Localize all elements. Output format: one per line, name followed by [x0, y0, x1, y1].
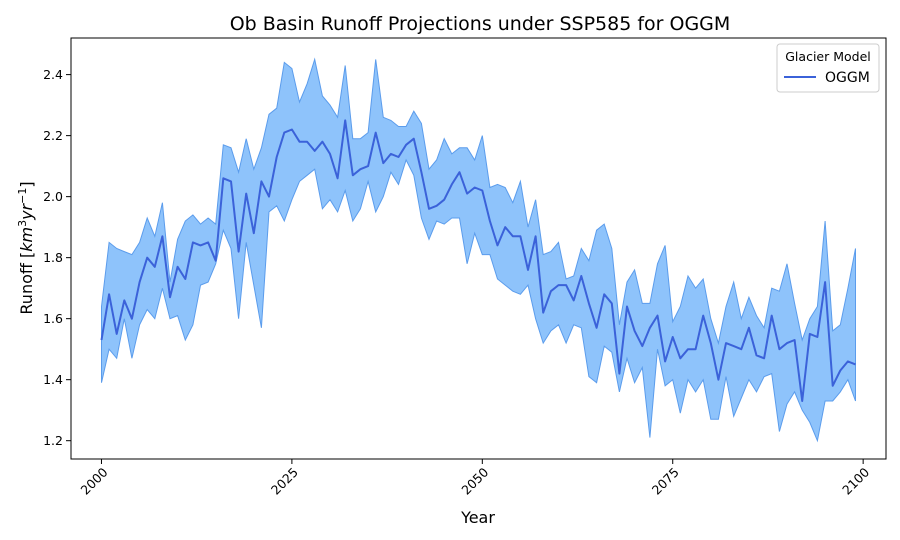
x-tick-label: 2000: [77, 464, 110, 497]
y-tick-label: 1.8: [43, 250, 63, 265]
x-tick-label: 2100: [839, 464, 872, 497]
legend-title: Glacier Model: [785, 49, 871, 64]
y-tick-label: 2.2: [43, 128, 63, 143]
runoff-range-band: [101, 57, 856, 443]
x-axis: 2000 2025 2050 2075 2100: [77, 459, 872, 498]
y-tick-label: 1.6: [43, 311, 63, 326]
y-tick-label: 2.0: [43, 189, 63, 204]
x-tick-label: 2075: [649, 465, 682, 498]
x-axis-label: Year: [460, 508, 495, 527]
x-tick-label: 2025: [268, 465, 301, 498]
axes-frame: [70, 37, 887, 460]
series-line-oggm: [100, 119, 856, 402]
legend-box: [776, 43, 880, 93]
y-tick-label: 2.4: [43, 67, 63, 82]
legend-label-oggm: OGGM: [825, 70, 870, 86]
y-tick-label: 1.4: [43, 372, 63, 387]
x-tick-label: 2050: [458, 464, 491, 497]
chart-title: Ob Basin Runoff Projections under SSP585…: [230, 13, 731, 35]
legend: Glacier Model OGGM: [776, 43, 880, 93]
y-tick-label: 1.2: [43, 433, 63, 448]
y-axis-label: Runoff [km3yr−1]: [16, 181, 37, 314]
y-axis: 1.2 1.4 1.6 1.8 2.0 2.2 2.4: [43, 67, 71, 448]
plot-area: [100, 57, 856, 443]
